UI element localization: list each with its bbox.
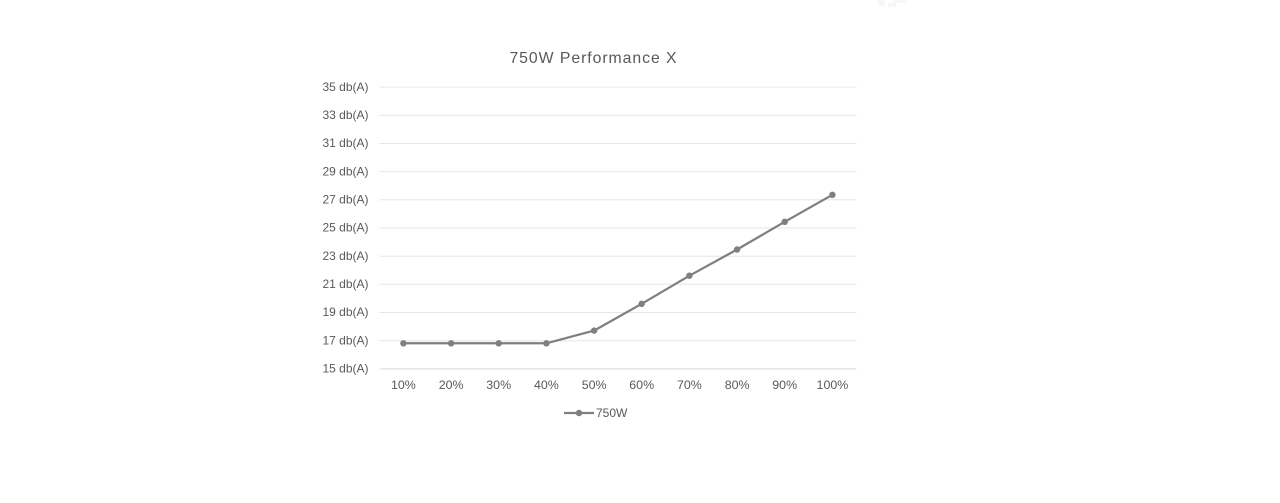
svg-text:100%: 100%	[817, 378, 849, 392]
svg-text:29 db(A): 29 db(A)	[322, 164, 368, 178]
svg-text:50%: 50%	[582, 378, 607, 392]
svg-text:19 db(A): 19 db(A)	[322, 305, 368, 319]
svg-text:90%: 90%	[772, 378, 797, 392]
svg-text:33 db(A): 33 db(A)	[322, 108, 368, 122]
svg-text:750W Performance X: 750W Performance X	[509, 50, 677, 67]
svg-text:35 db(A): 35 db(A)	[322, 80, 368, 94]
svg-text:750W: 750W	[596, 406, 628, 420]
svg-text:60%: 60%	[629, 378, 654, 392]
svg-text:31 db(A): 31 db(A)	[322, 136, 368, 150]
svg-text:10%: 10%	[391, 378, 416, 392]
svg-text:40%: 40%	[534, 378, 559, 392]
svg-text:17 db(A): 17 db(A)	[322, 333, 368, 347]
svg-text:23 db(A): 23 db(A)	[322, 249, 368, 263]
svg-text:30%: 30%	[486, 378, 511, 392]
svg-text:21 db(A): 21 db(A)	[322, 277, 368, 291]
svg-text:25 db(A): 25 db(A)	[322, 221, 368, 235]
svg-text:70%: 70%	[677, 378, 702, 392]
svg-text:80%: 80%	[725, 378, 750, 392]
svg-text:27 db(A): 27 db(A)	[322, 193, 368, 207]
svg-text:20%: 20%	[439, 378, 464, 392]
svg-text:15 db(A): 15 db(A)	[322, 362, 368, 376]
